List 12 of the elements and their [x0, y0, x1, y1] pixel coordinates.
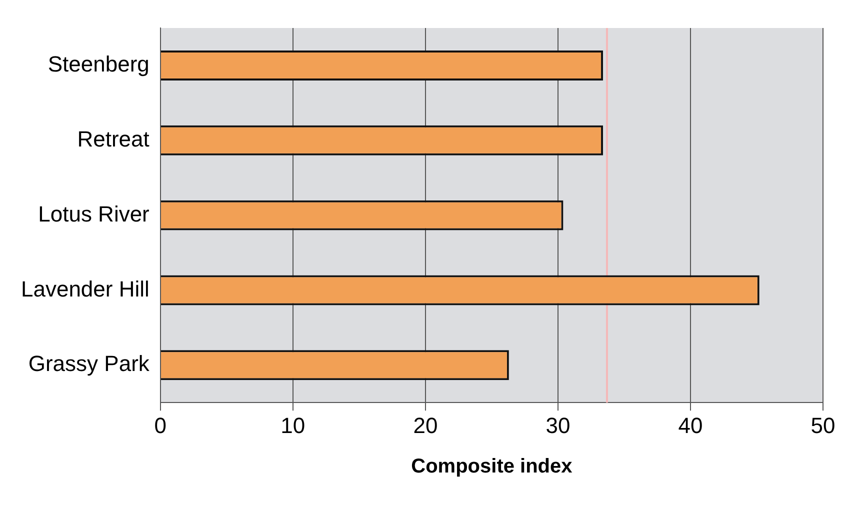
x-tick-label: 0	[154, 412, 167, 438]
y-tick-label: Retreat	[77, 126, 150, 152]
y-tick-label: Lotus River	[38, 201, 150, 226]
y-tick-label: Grassy Park	[28, 351, 150, 376]
y-tick-label: Steenberg	[48, 52, 150, 77]
x-tick-label: 20	[413, 412, 438, 438]
x-tick-label: 10	[280, 412, 306, 438]
x-tick-label: 50	[810, 412, 836, 438]
x-tick-label: 30	[546, 412, 570, 438]
y-tick-label: Lavender Hill	[20, 276, 150, 302]
x-axis-title: Composite index	[411, 456, 572, 478]
x-tick-label: 40	[678, 412, 703, 438]
